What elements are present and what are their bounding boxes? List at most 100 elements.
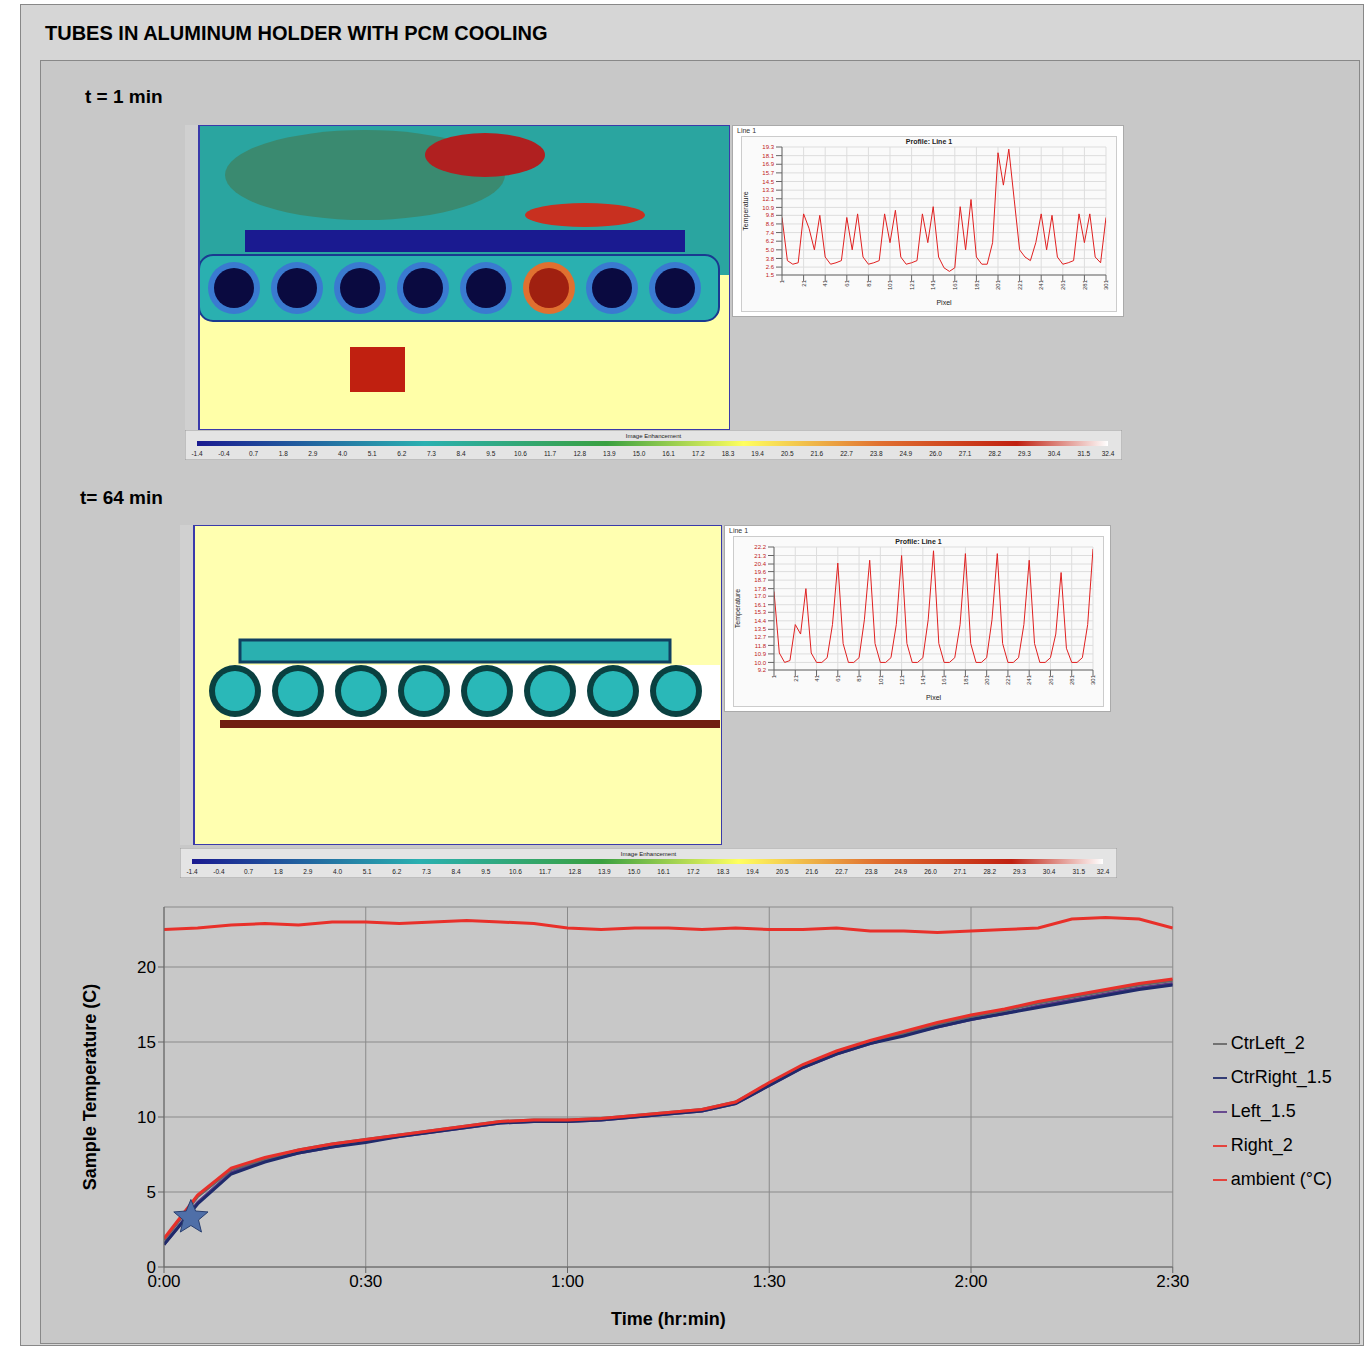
svg-text:19.6: 19.6: [754, 569, 766, 575]
svg-text:241: 241: [1038, 279, 1044, 290]
svg-text:26.0: 26.0: [929, 450, 942, 457]
svg-text:-0.4: -0.4: [218, 450, 230, 457]
svg-text:Time (hr:min): Time (hr:min): [611, 1309, 726, 1329]
svg-text:101: 101: [878, 674, 884, 685]
svg-text:16.1: 16.1: [754, 602, 766, 608]
svg-text:3.8: 3.8: [766, 256, 775, 262]
svg-text:15.3: 15.3: [754, 609, 766, 615]
svg-text:22.2: 22.2: [754, 545, 766, 550]
svg-text:31.5: 31.5: [1072, 868, 1085, 875]
svg-text:281: 281: [1069, 674, 1075, 685]
svg-text:30.4: 30.4: [1048, 450, 1061, 457]
svg-text:15.7: 15.7: [762, 170, 774, 176]
svg-text:13.9: 13.9: [603, 450, 616, 457]
svg-text:7.3: 7.3: [427, 450, 436, 457]
svg-text:10: 10: [137, 1108, 156, 1127]
svg-text:1.5: 1.5: [766, 272, 775, 278]
svg-text:24.9: 24.9: [895, 868, 908, 875]
svg-text:14.5: 14.5: [762, 179, 774, 185]
svg-text:Pixel: Pixel: [926, 694, 942, 700]
svg-text:201: 201: [984, 674, 990, 685]
svg-text:1: 1: [779, 279, 785, 283]
svg-text:-1.4: -1.4: [186, 868, 198, 875]
svg-text:18.3: 18.3: [722, 450, 735, 457]
svg-text:15.0: 15.0: [628, 868, 641, 875]
svg-text:11.8: 11.8: [755, 643, 767, 649]
svg-text:14.4: 14.4: [754, 618, 766, 624]
svg-text:261: 261: [1048, 674, 1054, 685]
svg-text:261: 261: [1060, 279, 1066, 290]
svg-text:20.4: 20.4: [754, 561, 766, 567]
svg-text:161: 161: [952, 279, 958, 290]
svg-text:26.0: 26.0: [924, 868, 937, 875]
svg-text:0:30: 0:30: [349, 1272, 382, 1291]
svg-text:24.9: 24.9: [900, 450, 913, 457]
svg-text:15: 15: [137, 1033, 156, 1052]
svg-text:31.5: 31.5: [1077, 450, 1090, 457]
svg-text:5.1: 5.1: [363, 868, 372, 875]
svg-text:16.1: 16.1: [657, 868, 670, 875]
svg-text:5: 5: [147, 1183, 156, 1202]
svg-text:281: 281: [1082, 279, 1088, 290]
svg-text:141: 141: [920, 674, 926, 685]
svg-text:10.9: 10.9: [762, 205, 774, 211]
svg-text:12.8: 12.8: [573, 450, 586, 457]
svg-text:121: 121: [899, 674, 905, 685]
svg-text:241: 241: [1026, 674, 1032, 685]
svg-text:13.3: 13.3: [762, 187, 774, 193]
svg-text:20: 20: [137, 958, 156, 977]
svg-text:13.9: 13.9: [598, 868, 611, 875]
svg-text:61: 61: [844, 279, 850, 286]
svg-text:121: 121: [909, 279, 915, 290]
svg-text:18.3: 18.3: [717, 868, 730, 875]
svg-text:10.0: 10.0: [754, 660, 766, 666]
svg-text:1.8: 1.8: [274, 868, 283, 875]
svg-text:1.8: 1.8: [279, 450, 288, 457]
svg-text:7.4: 7.4: [766, 230, 775, 236]
svg-text:4.0: 4.0: [333, 868, 342, 875]
svg-text:181: 181: [963, 674, 969, 685]
svg-text:2.9: 2.9: [303, 868, 312, 875]
svg-text:29.3: 29.3: [1018, 450, 1031, 457]
svg-text:10.6: 10.6: [514, 450, 527, 457]
svg-text:22.7: 22.7: [835, 868, 848, 875]
svg-text:-0.4: -0.4: [213, 868, 225, 875]
svg-text:11.7: 11.7: [544, 450, 557, 457]
svg-text:6.2: 6.2: [766, 238, 775, 244]
svg-text:17.0: 17.0: [754, 593, 766, 599]
svg-text:41: 41: [814, 674, 820, 681]
svg-text:1: 1: [771, 674, 777, 678]
svg-text:9.8: 9.8: [766, 212, 775, 218]
svg-text:10.9: 10.9: [754, 651, 766, 657]
svg-text:17.2: 17.2: [692, 450, 705, 457]
svg-text:12.8: 12.8: [568, 868, 581, 875]
svg-text:41: 41: [822, 279, 828, 286]
svg-text:15.0: 15.0: [633, 450, 646, 457]
svg-text:221: 221: [1005, 674, 1011, 685]
svg-text:23.8: 23.8: [870, 450, 883, 457]
svg-text:19.4: 19.4: [746, 868, 759, 875]
svg-text:81: 81: [856, 674, 862, 681]
svg-text:21.6: 21.6: [811, 450, 824, 457]
svg-text:13.5: 13.5: [754, 626, 766, 632]
svg-text:181: 181: [974, 279, 980, 290]
svg-text:Temperature: Temperature: [734, 589, 742, 628]
svg-text:8.6: 8.6: [766, 221, 775, 227]
svg-text:8.4: 8.4: [452, 868, 461, 875]
svg-text:2.6: 2.6: [766, 264, 775, 270]
svg-text:201: 201: [995, 279, 1001, 290]
svg-text:2:00: 2:00: [954, 1272, 987, 1291]
svg-text:32.4: 32.4: [1097, 868, 1110, 875]
svg-text:21: 21: [801, 279, 807, 286]
svg-text:301: 301: [1103, 279, 1109, 290]
svg-text:16.1: 16.1: [662, 450, 675, 457]
svg-text:32.4: 32.4: [1102, 450, 1115, 457]
svg-text:5.1: 5.1: [368, 450, 377, 457]
svg-text:161: 161: [941, 674, 947, 685]
svg-text:221: 221: [1017, 279, 1023, 290]
svg-text:17.8: 17.8: [754, 586, 766, 592]
svg-text:18.1: 18.1: [762, 153, 774, 159]
svg-text:27.1: 27.1: [954, 868, 967, 875]
svg-text:0: 0: [147, 1258, 156, 1277]
svg-text:0.7: 0.7: [249, 450, 258, 457]
